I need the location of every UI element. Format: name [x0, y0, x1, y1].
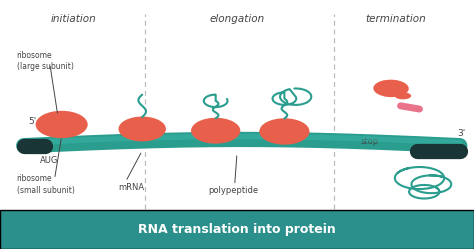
Circle shape	[259, 118, 310, 145]
Text: stop: stop	[361, 137, 379, 146]
Text: initiation: initiation	[51, 14, 96, 24]
Ellipse shape	[394, 92, 411, 99]
Text: RNA translation into protein: RNA translation into protein	[138, 223, 336, 236]
Text: polypeptide: polypeptide	[209, 186, 259, 195]
Text: mRNA: mRNA	[118, 184, 145, 192]
Text: termination: termination	[365, 14, 426, 24]
FancyBboxPatch shape	[0, 210, 474, 249]
Text: elongation: elongation	[210, 14, 264, 24]
Ellipse shape	[126, 132, 158, 139]
Text: 5': 5'	[28, 117, 36, 126]
Ellipse shape	[45, 129, 78, 137]
Text: ribosome
(large subunit): ribosome (large subunit)	[17, 51, 73, 71]
Circle shape	[118, 117, 166, 141]
Ellipse shape	[200, 134, 232, 141]
Text: 3': 3'	[457, 129, 465, 138]
Circle shape	[191, 118, 240, 144]
Text: ribosome
(small subunit): ribosome (small subunit)	[17, 174, 74, 195]
Circle shape	[36, 111, 88, 138]
Ellipse shape	[374, 80, 409, 97]
Text: AUG: AUG	[40, 156, 59, 165]
Ellipse shape	[268, 135, 301, 142]
